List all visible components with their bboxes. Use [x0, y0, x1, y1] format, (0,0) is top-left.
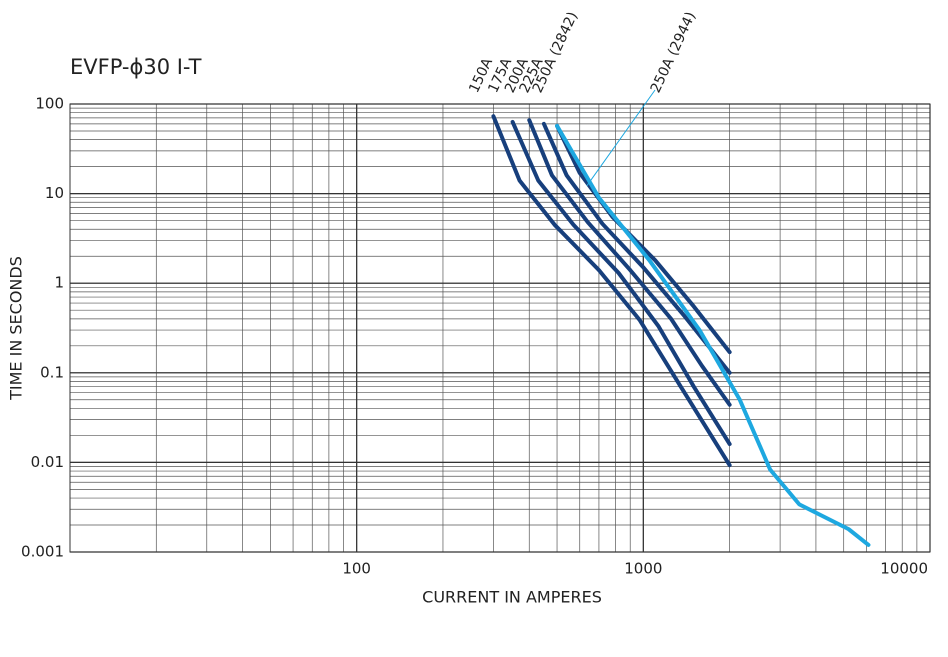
y-tick-label: 0.01 — [31, 453, 64, 471]
series-line — [491, 114, 732, 468]
y-axis-label: TIME IN SECONDS — [7, 256, 26, 401]
y-tick-label: 10 — [45, 184, 64, 202]
x-tick-label: 10000 — [880, 560, 928, 578]
series-line — [510, 119, 732, 447]
x-tick-label: 1000 — [624, 560, 662, 578]
series-line — [527, 118, 732, 407]
series-line — [541, 121, 732, 375]
series-label: 250A (2944) — [648, 9, 699, 95]
leader-line — [586, 89, 656, 186]
series-label: 250A (2842) — [530, 9, 581, 95]
plot-frame — [69, 103, 931, 553]
y-tick-label: 1 — [54, 274, 64, 292]
y-tick-label: 0.1 — [40, 363, 64, 381]
x-tick-label: 100 — [342, 560, 371, 578]
chart-title: EVFP-ϕ30 I-T — [70, 55, 202, 79]
series-line — [555, 123, 871, 547]
y-tick-label: 0.001 — [21, 543, 64, 561]
y-tick-label: 100 — [35, 95, 64, 113]
x-axis-label: CURRENT IN AMPERES — [422, 588, 602, 607]
